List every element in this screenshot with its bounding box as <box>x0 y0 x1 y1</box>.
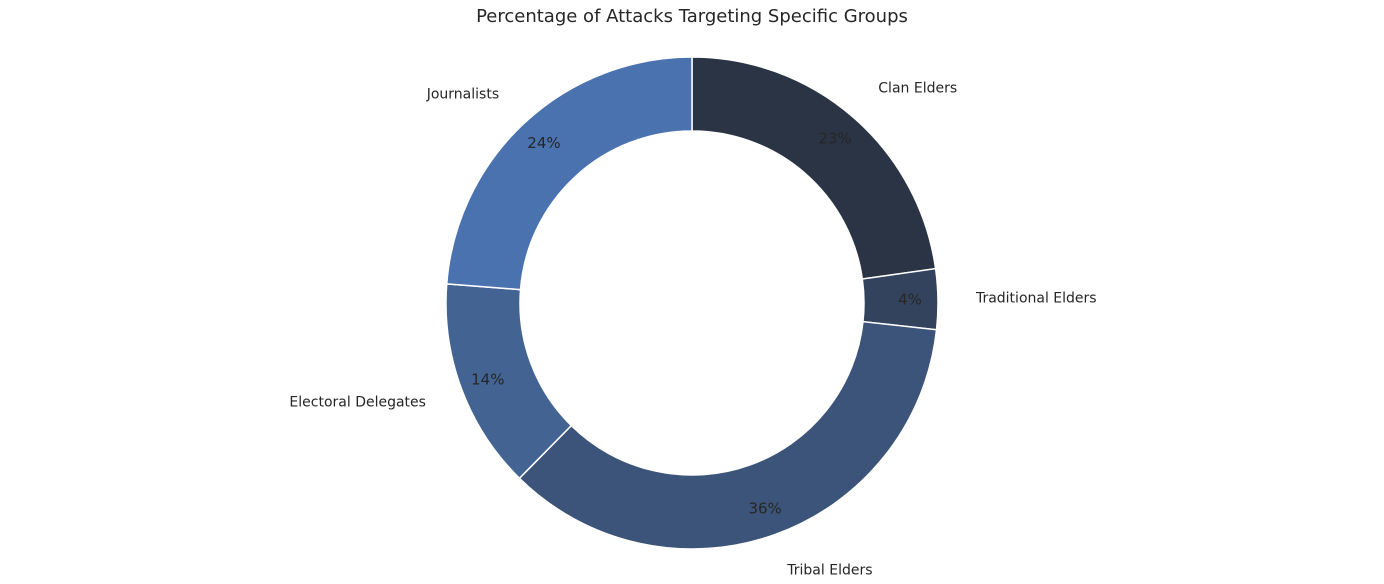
chart-title: Percentage of Attacks Targeting Specific… <box>476 6 908 27</box>
slices-group <box>445 56 939 550</box>
category-label-traditional-elders: Traditional Elders <box>975 291 1097 307</box>
category-label-clan-elders: Clan Elders <box>878 81 957 97</box>
category-label-electoral-delegates: Electoral Delegates <box>289 394 426 410</box>
category-label-tribal-elders: Tribal Elders <box>786 563 872 579</box>
pct-label-electoral-delegates: 14% <box>471 370 504 388</box>
pct-label-traditional-elders: 4% <box>898 291 922 309</box>
category-label-journalists: Journalists <box>426 87 499 103</box>
slice-tribal-elders <box>518 320 938 550</box>
pct-label-journalists: 24% <box>527 134 560 152</box>
pct-label-tribal-elders: 36% <box>748 499 781 517</box>
labels-group: 23% Clan Elders 4% Traditional Elders 36% Tri… <box>289 81 1096 579</box>
pct-label-clan-elders: 23% <box>818 129 851 147</box>
slice-journalists <box>445 56 693 291</box>
